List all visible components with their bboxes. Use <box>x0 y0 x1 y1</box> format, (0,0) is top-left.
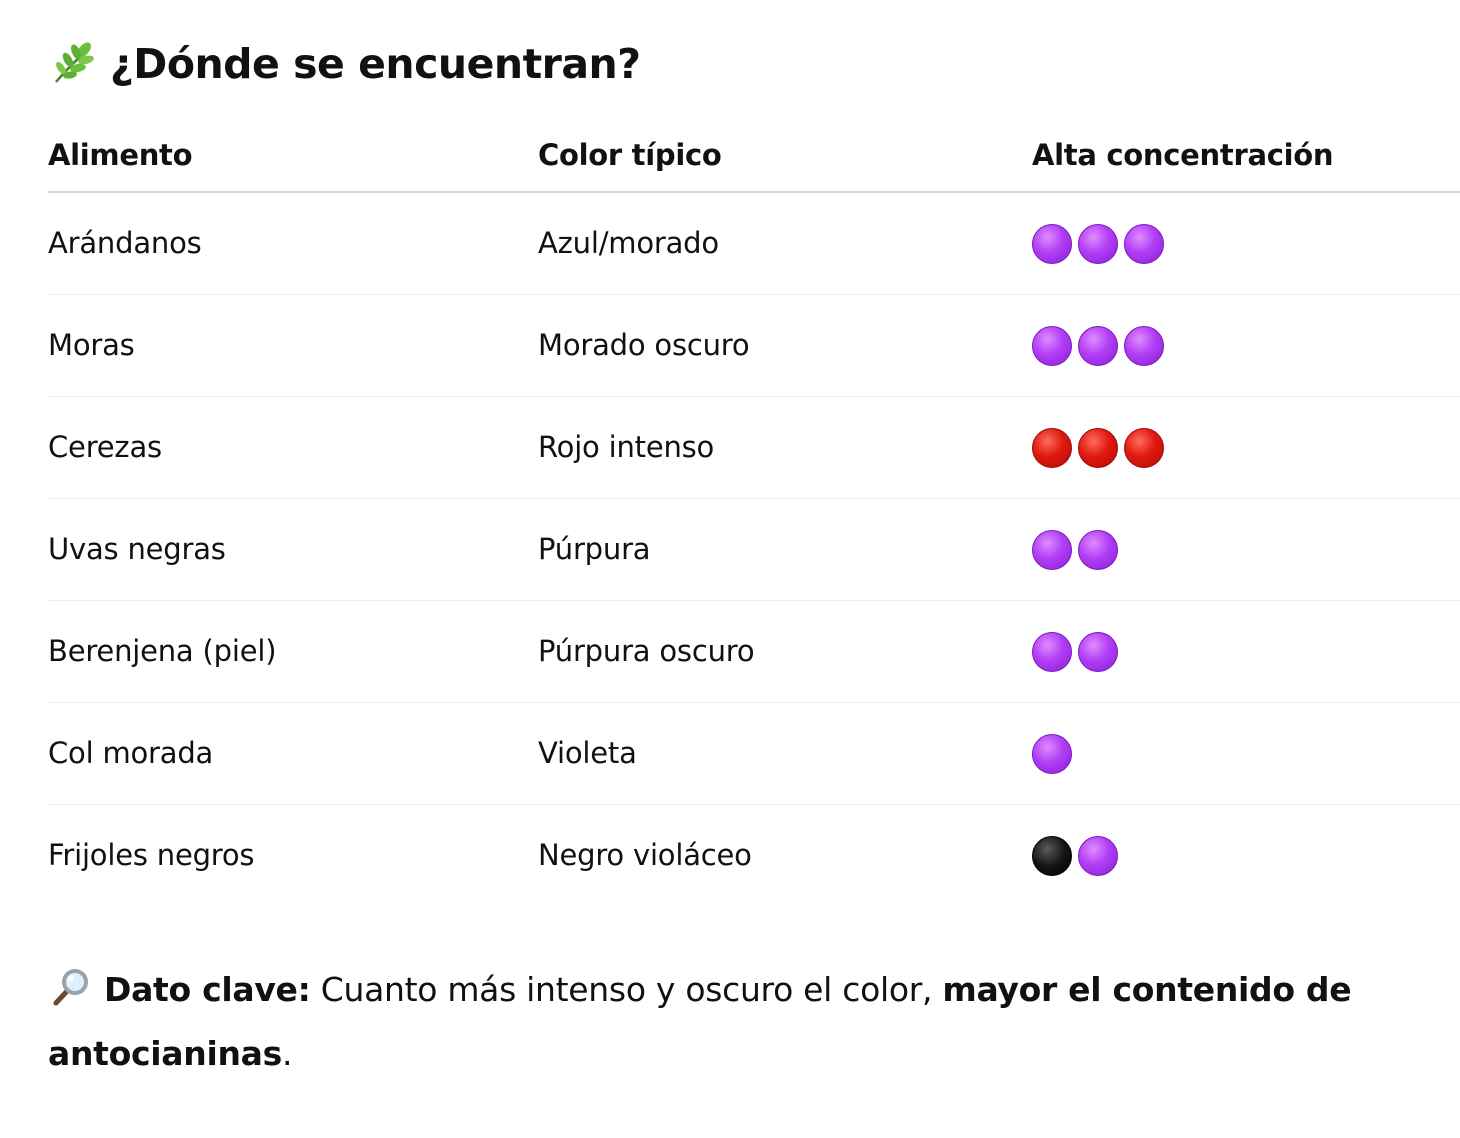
table-header: Alimento Color típico Alta concentración <box>48 122 1460 193</box>
purple-circle-icon <box>1078 632 1118 672</box>
table-row: Col morada Violeta <box>48 703 1460 805</box>
red-circle-icon <box>1124 428 1164 468</box>
food-cell: Arándanos <box>48 226 202 260</box>
purple-circle-icon <box>1124 326 1164 366</box>
key-fact-note: Dato clave: Cuanto más intenso y oscuro … <box>48 958 1378 1086</box>
color-cell: Morado oscuro <box>538 328 750 362</box>
section-title: ¿Dónde se encuentran? <box>110 40 641 88</box>
header-food: Alimento <box>48 138 193 172</box>
key-fact-end: . <box>281 1034 293 1073</box>
purple-circle-icon <box>1032 530 1072 570</box>
section-heading: ¿Dónde se encuentran? <box>48 34 641 94</box>
food-cell: Cerezas <box>48 430 162 464</box>
purple-circle-icon <box>1032 734 1072 774</box>
color-cell: Violeta <box>538 736 637 770</box>
foods-table: Alimento Color típico Alta concentración… <box>48 122 1460 906</box>
color-cell: Azul/morado <box>538 226 719 260</box>
color-cell: Púrpura oscuro <box>538 634 755 668</box>
table-row: Frijoles negros Negro violáceo <box>48 805 1460 906</box>
color-cell: Rojo intenso <box>538 430 715 464</box>
table-row: Moras Morado oscuro <box>48 295 1460 397</box>
table-row: Berenjena (piel) Púrpura oscuro <box>48 601 1460 703</box>
purple-circle-icon <box>1078 836 1118 876</box>
herb-icon <box>55 42 94 83</box>
color-cell: Púrpura <box>538 532 651 566</box>
concentration-cell <box>1032 836 1118 876</box>
table-row: Uvas negras Púrpura <box>48 499 1460 601</box>
purple-circle-icon <box>1124 224 1164 264</box>
purple-circle-icon <box>1032 326 1072 366</box>
red-circle-icon <box>1032 428 1072 468</box>
key-fact-text: Cuanto más intenso y oscuro el color, <box>310 970 943 1009</box>
table-row: Cerezas Rojo intenso <box>48 397 1460 499</box>
concentration-cell <box>1032 428 1164 468</box>
food-cell: Frijoles negros <box>48 838 255 872</box>
table-row: Arándanos Azul/morado <box>48 193 1460 295</box>
concentration-cell <box>1032 224 1164 264</box>
purple-circle-icon <box>1032 632 1072 672</box>
food-cell: Uvas negras <box>48 532 226 566</box>
purple-circle-icon <box>1078 530 1118 570</box>
food-cell: Moras <box>48 328 135 362</box>
magnifier-icon <box>53 969 88 1006</box>
concentration-cell <box>1032 632 1118 672</box>
key-fact-emphasis: mayor el contenido de antocianinas <box>48 970 1352 1073</box>
black-circle-icon <box>1032 836 1072 876</box>
food-cell: Col morada <box>48 736 214 770</box>
concentration-cell <box>1032 734 1072 774</box>
purple-circle-icon <box>1078 326 1118 366</box>
header-color: Color típico <box>538 138 722 172</box>
header-concentration: Alta concentración <box>1032 138 1334 172</box>
concentration-cell <box>1032 326 1164 366</box>
key-fact-label: Dato clave: <box>104 970 311 1009</box>
purple-circle-icon <box>1078 224 1118 264</box>
purple-circle-icon <box>1032 224 1072 264</box>
color-cell: Negro violáceo <box>538 838 752 872</box>
food-cell: Berenjena (piel) <box>48 634 277 668</box>
red-circle-icon <box>1078 428 1118 468</box>
concentration-cell <box>1032 530 1118 570</box>
